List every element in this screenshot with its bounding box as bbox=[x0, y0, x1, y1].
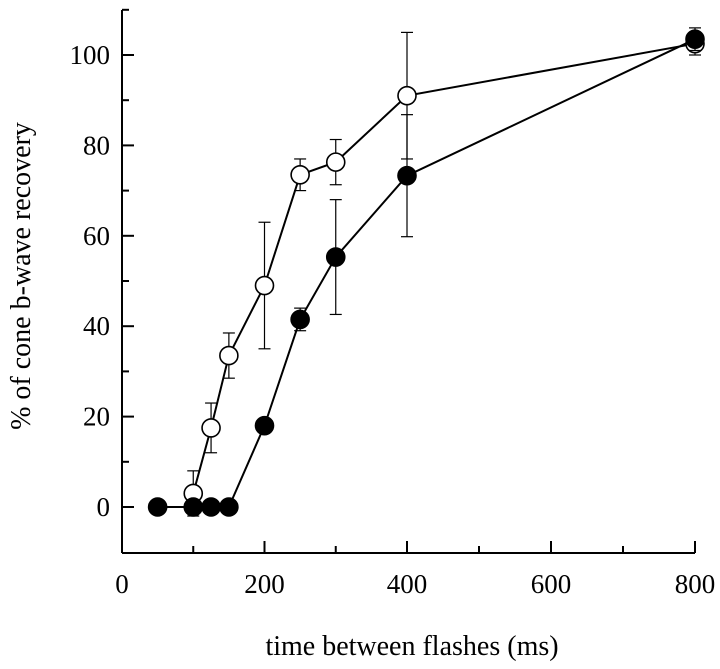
y-tick-label: 100 bbox=[70, 40, 111, 70]
data-point-open bbox=[397, 85, 417, 106]
data-point-filled bbox=[290, 309, 310, 330]
data-point-open bbox=[254, 275, 275, 296]
data-point-filled bbox=[325, 247, 346, 267]
series-filled-circle bbox=[147, 27, 705, 517]
data-point-filled bbox=[254, 415, 275, 436]
data-point-open bbox=[325, 152, 346, 172]
data-point-filled bbox=[397, 165, 417, 186]
x-axis-label: time between flashes (ms) bbox=[265, 631, 558, 662]
data-point-open bbox=[290, 164, 310, 185]
y-axis-label: % of cone b-wave recovery bbox=[6, 122, 37, 430]
y-tick-label: 40 bbox=[83, 311, 110, 341]
series-line bbox=[157, 38, 696, 508]
data-point-filled bbox=[219, 497, 239, 517]
y-tick-label: 60 bbox=[83, 221, 110, 251]
x-tick-label: 600 bbox=[531, 569, 572, 599]
x-tick-label: 800 bbox=[675, 569, 716, 599]
x-tick-label: 0 bbox=[115, 569, 129, 599]
y-tick-label: 20 bbox=[83, 402, 110, 432]
axes: 0 20 40 60 80 100 0 200 400 600 800 bbox=[70, 8, 716, 599]
data-point-open bbox=[201, 418, 221, 438]
series-open-circle bbox=[183, 31, 705, 517]
data-point-filled bbox=[147, 497, 168, 517]
x-tick-label: 400 bbox=[387, 569, 428, 599]
series-line bbox=[192, 42, 696, 494]
data-point-filled bbox=[183, 497, 204, 517]
y-tick-label: 80 bbox=[83, 130, 110, 160]
data-point-open bbox=[219, 345, 239, 366]
series-layer bbox=[147, 27, 705, 517]
x-tick-label: 200 bbox=[244, 569, 285, 599]
data-point-filled bbox=[685, 29, 705, 49]
data-point-filled bbox=[201, 497, 221, 517]
y-tick-label: 0 bbox=[97, 492, 111, 522]
